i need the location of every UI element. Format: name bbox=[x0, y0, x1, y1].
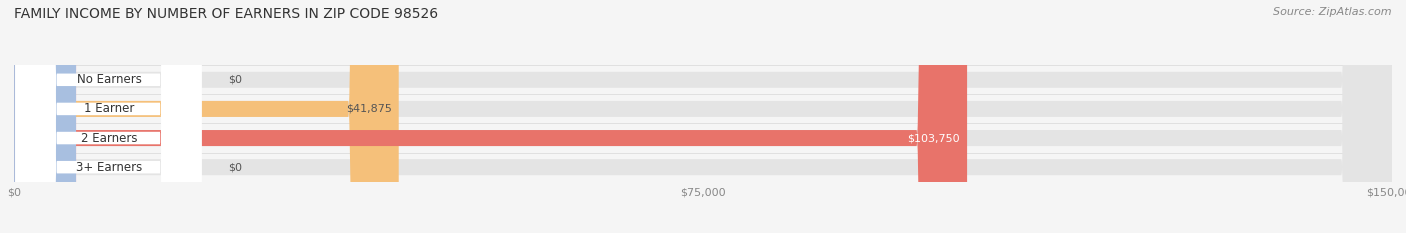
FancyBboxPatch shape bbox=[14, 0, 76, 233]
Text: 2 Earners: 2 Earners bbox=[82, 132, 138, 144]
FancyBboxPatch shape bbox=[14, 0, 1392, 233]
FancyBboxPatch shape bbox=[15, 0, 201, 233]
FancyBboxPatch shape bbox=[15, 0, 201, 233]
Text: 3+ Earners: 3+ Earners bbox=[76, 161, 142, 174]
Text: Source: ZipAtlas.com: Source: ZipAtlas.com bbox=[1274, 7, 1392, 17]
FancyBboxPatch shape bbox=[14, 0, 76, 233]
Text: $0: $0 bbox=[228, 162, 242, 172]
Text: $103,750: $103,750 bbox=[908, 133, 960, 143]
Text: No Earners: No Earners bbox=[77, 73, 142, 86]
FancyBboxPatch shape bbox=[15, 0, 201, 233]
Text: 1 Earner: 1 Earner bbox=[84, 103, 135, 115]
Text: $0: $0 bbox=[228, 75, 242, 85]
FancyBboxPatch shape bbox=[14, 0, 1392, 233]
FancyBboxPatch shape bbox=[14, 0, 1392, 233]
FancyBboxPatch shape bbox=[15, 0, 201, 233]
Text: $41,875: $41,875 bbox=[346, 104, 392, 114]
FancyBboxPatch shape bbox=[14, 0, 1392, 233]
FancyBboxPatch shape bbox=[14, 0, 399, 233]
FancyBboxPatch shape bbox=[14, 0, 967, 233]
Text: FAMILY INCOME BY NUMBER OF EARNERS IN ZIP CODE 98526: FAMILY INCOME BY NUMBER OF EARNERS IN ZI… bbox=[14, 7, 439, 21]
